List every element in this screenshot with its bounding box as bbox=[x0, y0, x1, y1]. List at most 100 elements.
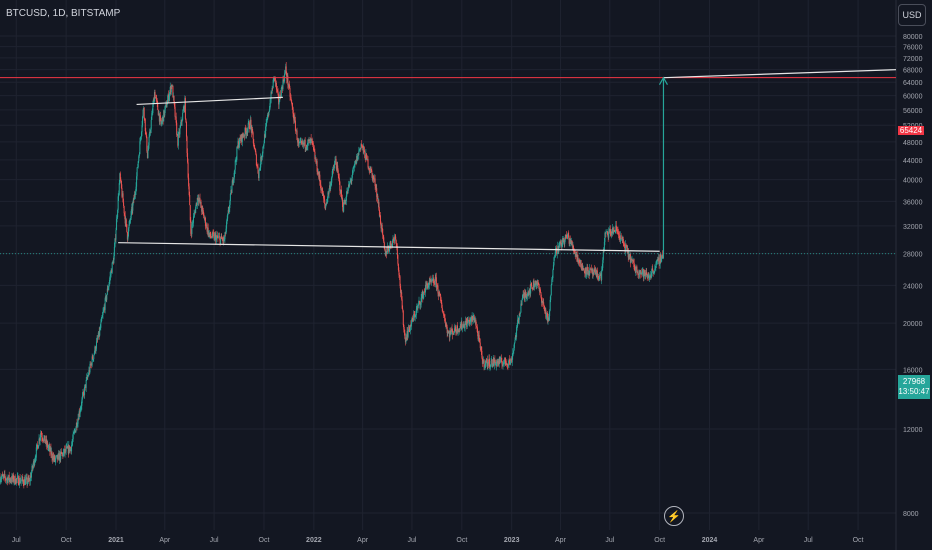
candle-body bbox=[234, 169, 236, 173]
candle-body bbox=[362, 145, 364, 147]
candle-body bbox=[485, 361, 487, 363]
candle-body bbox=[406, 331, 408, 340]
candle-body bbox=[210, 236, 212, 237]
candle-body bbox=[119, 173, 121, 184]
candle-body bbox=[479, 342, 481, 349]
candle-body bbox=[164, 105, 166, 110]
candle-body bbox=[552, 269, 554, 278]
candle-body bbox=[604, 233, 606, 234]
candle-body bbox=[539, 289, 541, 292]
candle-body bbox=[539, 289, 541, 293]
candle-body bbox=[527, 291, 529, 295]
candle-body bbox=[584, 267, 586, 274]
candle-body bbox=[430, 280, 432, 282]
candle-body bbox=[266, 120, 268, 124]
candle-body bbox=[268, 111, 270, 116]
candle-body bbox=[377, 202, 379, 203]
candle-body bbox=[301, 142, 303, 144]
candle-body bbox=[455, 330, 457, 332]
candle-body bbox=[92, 359, 94, 360]
candle-body bbox=[473, 316, 475, 320]
candle-body bbox=[262, 145, 264, 147]
candle-body bbox=[3, 474, 5, 476]
candle-body bbox=[43, 437, 45, 441]
candle-body bbox=[131, 206, 133, 211]
candle-body bbox=[512, 350, 514, 353]
candle-body bbox=[321, 188, 323, 191]
candle-body bbox=[368, 168, 370, 170]
candle-body bbox=[300, 141, 302, 142]
candle-body bbox=[648, 275, 650, 280]
candle-body bbox=[398, 275, 400, 277]
candle-body bbox=[126, 231, 128, 240]
candle-body bbox=[421, 292, 423, 296]
candle-body bbox=[391, 240, 393, 247]
currency-button[interactable]: USD bbox=[898, 4, 926, 26]
candle-body bbox=[352, 168, 354, 175]
candle-body bbox=[395, 236, 397, 241]
candle-body bbox=[448, 333, 450, 334]
candle-body bbox=[197, 198, 199, 202]
candle-body bbox=[370, 168, 372, 171]
candle-body bbox=[468, 319, 470, 325]
candle-body bbox=[45, 442, 47, 444]
candle-body bbox=[593, 269, 595, 275]
candle-body bbox=[291, 100, 293, 104]
x-tick-label: Apr bbox=[753, 537, 765, 544]
candle-body bbox=[279, 94, 281, 102]
candle-body bbox=[506, 364, 508, 366]
candle-body bbox=[106, 294, 108, 300]
candle-body bbox=[204, 217, 206, 226]
candle-body bbox=[47, 447, 49, 449]
candle-body bbox=[322, 193, 324, 196]
candle-body bbox=[419, 301, 421, 306]
candle-body bbox=[4, 474, 6, 478]
candle-body bbox=[350, 179, 352, 182]
candle-body bbox=[74, 430, 76, 432]
candle-body bbox=[523, 293, 525, 297]
candle-body bbox=[254, 148, 256, 152]
candle-body bbox=[629, 254, 631, 258]
candle-body bbox=[95, 341, 97, 349]
candle-body bbox=[443, 314, 445, 318]
candle-body bbox=[184, 98, 186, 119]
candle-body bbox=[273, 76, 275, 80]
candle-body bbox=[366, 155, 368, 160]
candle-body bbox=[186, 136, 188, 153]
candle-body bbox=[267, 113, 269, 116]
candle-body bbox=[406, 337, 408, 340]
candle-body bbox=[434, 277, 436, 285]
candle-body bbox=[282, 79, 284, 82]
candle-body bbox=[243, 135, 245, 137]
candle-body bbox=[304, 139, 306, 148]
candle-body bbox=[528, 292, 530, 296]
candle-body bbox=[424, 291, 426, 293]
candle-body bbox=[209, 232, 211, 236]
candle-body bbox=[111, 270, 113, 273]
candle-body bbox=[333, 163, 335, 168]
candle-body bbox=[139, 141, 141, 155]
candle-body bbox=[659, 264, 661, 265]
resistance-price-label: 65424 bbox=[899, 126, 923, 135]
lightning-icon[interactable]: ⚡ bbox=[664, 506, 684, 526]
candle-body bbox=[641, 271, 643, 274]
candle-body bbox=[580, 260, 582, 269]
candle-body bbox=[636, 271, 638, 273]
candle-body bbox=[39, 437, 41, 441]
candle-body bbox=[295, 130, 297, 132]
candle-body bbox=[429, 279, 431, 282]
candle-body bbox=[298, 142, 300, 145]
candle-body bbox=[288, 84, 290, 87]
candle-body bbox=[301, 141, 303, 144]
candle-body bbox=[251, 129, 253, 133]
candle-body bbox=[488, 358, 490, 364]
candle-body bbox=[523, 293, 525, 297]
candle-body bbox=[181, 120, 183, 122]
candle-body bbox=[333, 167, 335, 170]
candle-body bbox=[96, 338, 98, 342]
candle-body bbox=[551, 279, 553, 285]
candle-body bbox=[597, 275, 599, 281]
candle-body bbox=[326, 198, 328, 203]
candle-body bbox=[139, 139, 141, 142]
